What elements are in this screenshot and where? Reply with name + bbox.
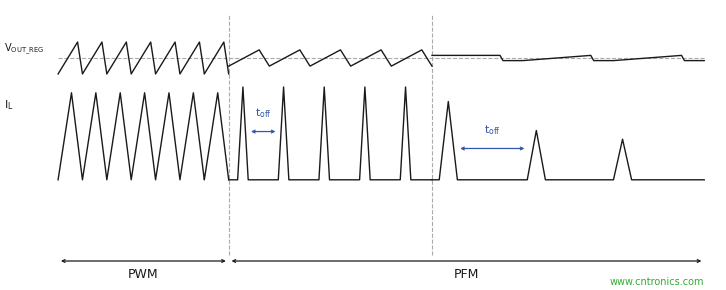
Text: www.cntronics.com: www.cntronics.com (610, 277, 704, 287)
Text: PWM: PWM (128, 268, 159, 281)
Text: V$_\mathrm{OUT\_REG}$: V$_\mathrm{OUT\_REG}$ (4, 41, 44, 57)
Text: t$_\mathrm{off}$: t$_\mathrm{off}$ (255, 106, 272, 120)
Text: PFM: PFM (454, 268, 479, 281)
Text: I$_\mathrm{L}$: I$_\mathrm{L}$ (4, 99, 13, 113)
Text: t$_\mathrm{off}$: t$_\mathrm{off}$ (484, 123, 501, 137)
